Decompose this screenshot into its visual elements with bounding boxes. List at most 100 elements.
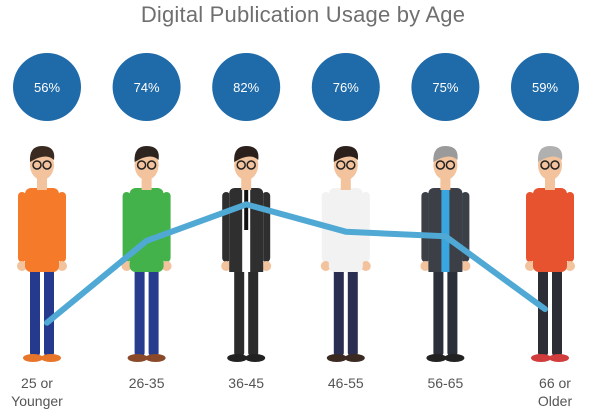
x-tick-label-line: 36-45 xyxy=(228,375,264,391)
person-shoe xyxy=(549,354,569,362)
person-shoe xyxy=(127,354,148,362)
person-leg xyxy=(148,268,159,356)
person-hair xyxy=(29,146,55,162)
person-leg xyxy=(347,268,358,356)
person-leg xyxy=(44,268,54,356)
person-arm xyxy=(58,192,66,262)
value-bubble-circle xyxy=(411,53,480,121)
value-bubble-circle xyxy=(212,53,281,121)
person-hair xyxy=(134,146,159,162)
person-leg xyxy=(248,268,259,356)
person-leg xyxy=(538,268,548,356)
person-leg xyxy=(447,268,458,356)
person-figure xyxy=(320,146,371,362)
person-hair xyxy=(433,146,458,162)
person-torso xyxy=(25,188,59,272)
person-jacket xyxy=(428,188,442,272)
person-shoe xyxy=(444,354,465,362)
value-bubble: 75% xyxy=(411,53,480,121)
person-arm xyxy=(461,192,470,262)
person-neck xyxy=(340,178,351,190)
person-hand xyxy=(360,261,371,271)
person-arm xyxy=(526,192,534,262)
person-figure xyxy=(17,146,67,362)
person-leg xyxy=(234,268,245,356)
x-tick-label: 56-65 xyxy=(427,375,463,391)
x-tick-label: 25 or Younger xyxy=(11,375,63,409)
series-line xyxy=(44,201,548,326)
person-hair xyxy=(234,146,259,162)
person-glasses xyxy=(445,160,456,170)
person-shoe xyxy=(227,354,248,362)
person-shoe xyxy=(23,354,43,362)
value-bubble-circle xyxy=(13,53,81,121)
person-hand xyxy=(460,261,471,271)
chart-title: Digital Publication Usage by Age xyxy=(140,2,466,27)
person-hand xyxy=(420,261,431,271)
person-shoe xyxy=(344,354,365,362)
person-glasses xyxy=(550,160,560,170)
person-hand xyxy=(17,261,27,271)
x-tick-label-line: 46-55 xyxy=(328,375,364,391)
person-hand xyxy=(525,261,535,271)
value-bubble: 82% xyxy=(212,53,281,121)
x-tick-label-line: 26-35 xyxy=(129,375,165,391)
person-hand xyxy=(161,261,172,271)
person-arm xyxy=(222,192,231,262)
person-jacket xyxy=(250,188,264,272)
person-hair xyxy=(333,146,359,162)
person-leg xyxy=(134,268,145,356)
person-torso xyxy=(533,188,567,272)
person-glasses xyxy=(435,160,446,170)
value-bubble-circle xyxy=(311,53,380,121)
x-tick-label-line: 66 or xyxy=(539,375,571,391)
person-arm xyxy=(421,192,430,262)
person-hand xyxy=(57,261,67,271)
person-glasses xyxy=(42,160,52,170)
person-shoe xyxy=(426,354,447,362)
person-leg xyxy=(333,268,344,356)
person-shoe xyxy=(41,354,61,362)
person-neck xyxy=(37,178,47,190)
value-bubble: 56% xyxy=(13,53,81,121)
person-figure xyxy=(420,146,471,362)
person-arm xyxy=(122,192,131,262)
person-neck xyxy=(141,178,152,190)
person-hair xyxy=(537,146,563,162)
person-arm xyxy=(262,192,271,262)
person-hand xyxy=(261,261,272,271)
person-leg xyxy=(30,268,40,356)
data-label: 82% xyxy=(233,80,259,95)
data-label: 74% xyxy=(134,80,160,95)
value-bubble-circle xyxy=(511,53,579,121)
person-leg xyxy=(552,268,562,356)
person-shoe xyxy=(145,354,166,362)
person-hand xyxy=(221,261,232,271)
person-arm xyxy=(361,192,370,262)
value-bubble: 74% xyxy=(112,53,181,121)
person-glasses xyxy=(346,160,356,170)
person-torso xyxy=(129,188,164,272)
person-hand xyxy=(121,261,132,271)
person-hand xyxy=(565,261,575,271)
person-jacket xyxy=(229,188,243,272)
x-tick-label-line: 56-65 xyxy=(427,375,463,391)
person-leg xyxy=(433,268,444,356)
person-arm xyxy=(566,192,574,262)
person-hand xyxy=(320,261,331,271)
x-tick-label: 26-35 xyxy=(129,375,165,391)
person-glasses xyxy=(136,160,147,170)
person-tie xyxy=(244,190,249,230)
person-glasses xyxy=(236,160,246,170)
value-bubble-circle xyxy=(112,53,181,121)
x-tick-label-line: Older xyxy=(538,393,573,409)
person-shoe xyxy=(531,354,551,362)
x-tick-label-line: 25 or xyxy=(21,375,53,391)
person-glasses xyxy=(540,160,550,170)
x-tick-label: 46-55 xyxy=(328,375,364,391)
person-jacket xyxy=(449,188,463,272)
person-figure xyxy=(525,146,575,362)
person-shoe xyxy=(326,354,347,362)
person-shoe xyxy=(245,354,266,362)
